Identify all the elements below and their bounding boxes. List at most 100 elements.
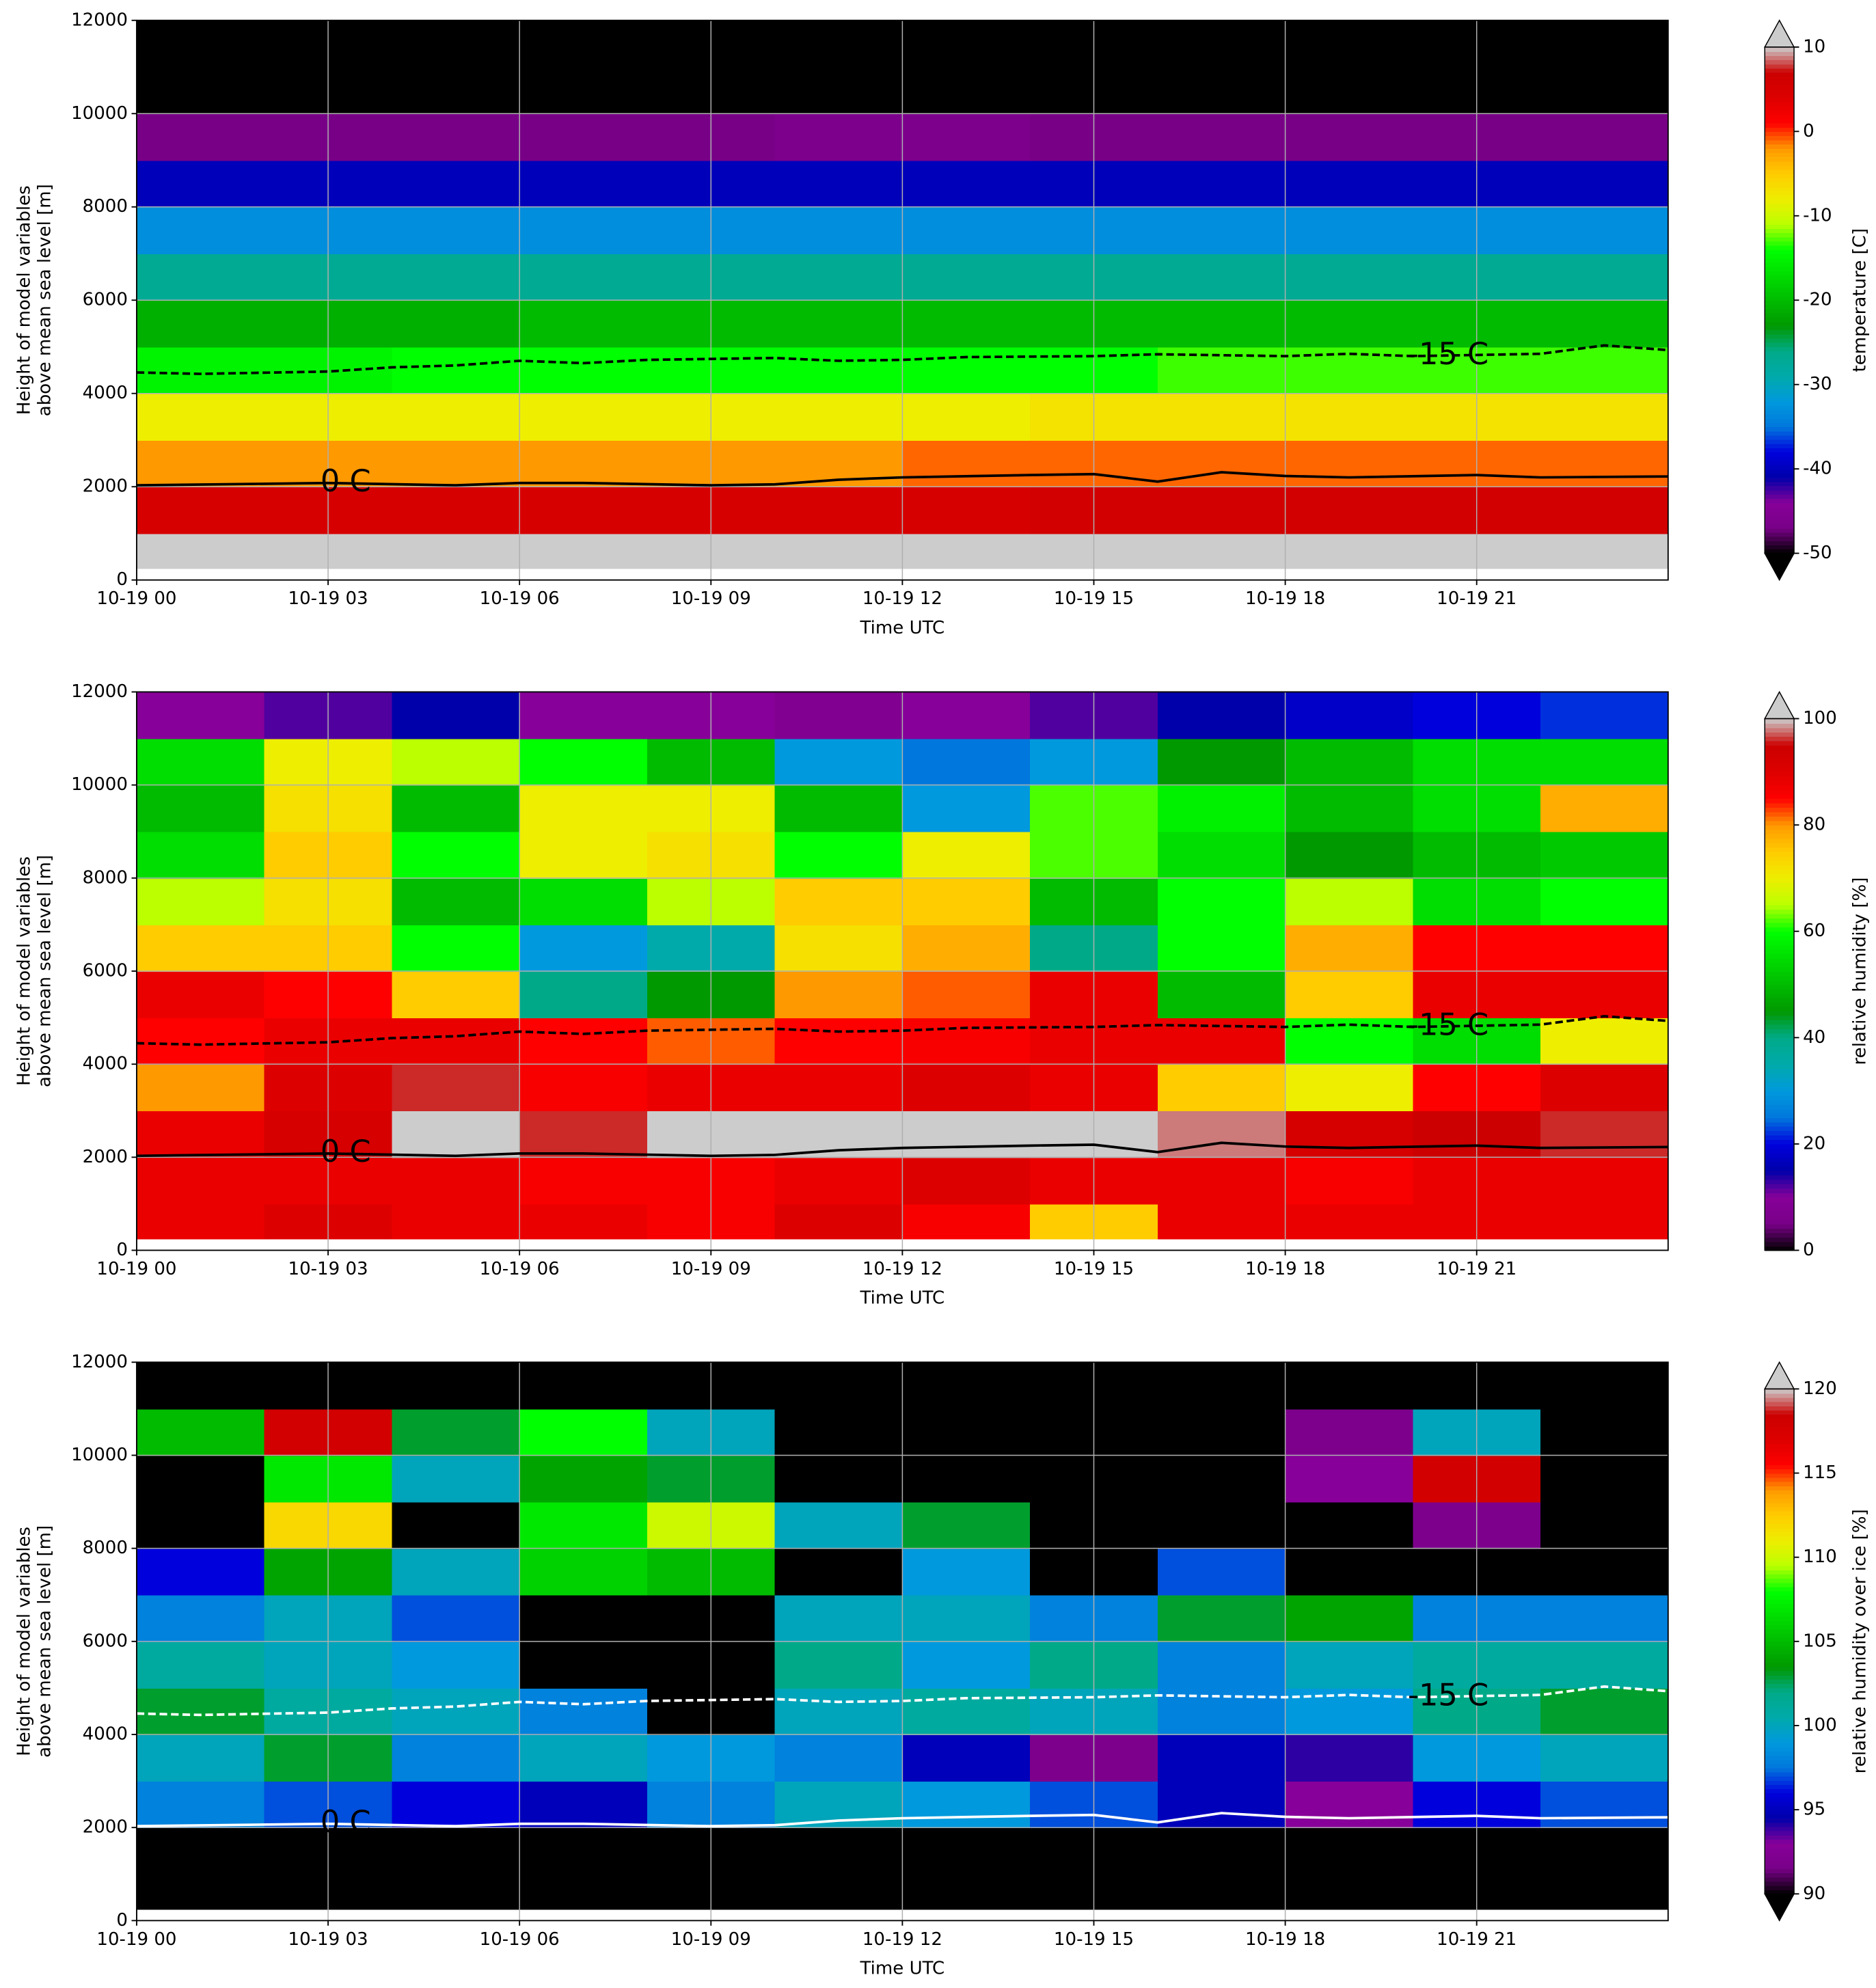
- colorbar-swatch: [1765, 72, 1795, 77]
- x-tick-label: 10-19 21: [1437, 588, 1517, 609]
- colorbar-swatch: [1765, 473, 1795, 478]
- colorbar-swatch: [1765, 532, 1795, 537]
- heatmap-cell: [1157, 1781, 1286, 1829]
- colorbar-swatch: [1765, 519, 1795, 525]
- colorbar-swatch: [1765, 139, 1795, 145]
- contour-label: 0 C: [321, 463, 371, 499]
- heatmap-cell: [136, 1501, 265, 1549]
- colorbar-swatch: [1765, 490, 1795, 495]
- y-tick-label: 4000: [83, 1724, 128, 1745]
- heatmap-cell: [902, 1594, 1031, 1642]
- heatmap-cell: [1285, 1734, 1414, 1782]
- colorbar-swatch: [1765, 1616, 1795, 1621]
- heatmap-cell: [1157, 1548, 1286, 1596]
- colorbar-swatch: [1765, 1148, 1795, 1154]
- heatmap-cell: [136, 1455, 265, 1503]
- heatmap-cell: [774, 877, 903, 925]
- heatmap-cell: [774, 393, 903, 441]
- heatmap-cell: [392, 1641, 521, 1689]
- heatmap-cell: [136, 487, 265, 534]
- colorbar-swatch: [1765, 1523, 1795, 1529]
- colorbar-swatch: [1765, 211, 1795, 217]
- heatmap-cell: [136, 253, 265, 301]
- heatmap-cell: [392, 20, 521, 68]
- x-tick-label: 10-19 21: [1437, 1259, 1517, 1279]
- colorbar-swatch: [1765, 224, 1795, 230]
- colorbar-swatch: [1765, 1113, 1795, 1118]
- heatmap-cell: [1540, 1157, 1669, 1205]
- heatmap-cell: [774, 785, 903, 832]
- colorbar-swatch: [1765, 541, 1795, 546]
- colorbar-swatch: [1765, 64, 1795, 69]
- y-axis-label: above mean sea level [m]: [34, 855, 55, 1087]
- colorbar-label: relative humidity [%]: [1849, 877, 1870, 1065]
- colorbar-swatch: [1765, 1742, 1795, 1747]
- colorbar-swatch: [1765, 1055, 1795, 1061]
- heatmap-cell: [1285, 160, 1414, 208]
- heatmap-cell: [1157, 1408, 1286, 1456]
- heatmap-cell: [1540, 487, 1669, 534]
- colorbar-swatch: [1765, 1683, 1795, 1689]
- colorbar-tick-label: 0: [1803, 1240, 1814, 1260]
- colorbar-swatch: [1765, 1721, 1795, 1726]
- x-tick-label: 10-19 06: [480, 1259, 560, 1279]
- colorbar-swatch: [1765, 727, 1795, 733]
- colorbar-swatch: [1765, 1734, 1795, 1739]
- colorbar-swatch: [1765, 1020, 1795, 1025]
- heatmap-cell: [1285, 393, 1414, 441]
- heatmap-cell: [774, 738, 903, 786]
- colorbar-swatch: [1765, 1885, 1795, 1890]
- colorbar-swatch: [1765, 1700, 1795, 1705]
- colorbar-tick-label: -10: [1803, 205, 1832, 226]
- heatmap-cell: [1285, 487, 1414, 534]
- colorbar-swatch: [1765, 359, 1795, 364]
- colorbar-swatch: [1765, 228, 1795, 234]
- x-tick-label: 10-19 03: [288, 1259, 368, 1279]
- colorbar-swatch: [1765, 993, 1795, 998]
- colorbar-swatch: [1765, 1397, 1795, 1402]
- heatmap-cell: [392, 1362, 521, 1410]
- colorbar-swatch: [1765, 1456, 1795, 1461]
- heatmap-cell: [392, 1501, 521, 1549]
- colorbar-swatch: [1765, 1658, 1795, 1663]
- colorbar-swatch: [1765, 266, 1795, 271]
- colorbar-swatch: [1765, 736, 1795, 741]
- plot-frame: [136, 1361, 1669, 1922]
- colorbar-swatch: [1765, 1082, 1795, 1087]
- colorbar-swatch: [1765, 1068, 1795, 1074]
- x-tick-label: 10-19 00: [96, 1929, 176, 1950]
- heatmap-cell: [774, 1455, 903, 1503]
- heatmap-cell: [1285, 1827, 1414, 1875]
- heatmap-cell: [392, 487, 521, 534]
- colorbar-swatch: [1765, 1184, 1795, 1189]
- colorbar-swatch: [1765, 1033, 1795, 1039]
- colorbar-swatch: [1765, 1666, 1795, 1672]
- heatmap-cell: [774, 1594, 903, 1642]
- heatmap-cell: [1285, 1408, 1414, 1456]
- colorbar-swatch: [1765, 372, 1795, 377]
- y-tick-label: 0: [116, 1240, 128, 1260]
- colorbar-swatch: [1765, 966, 1795, 972]
- colorbar-swatch: [1765, 279, 1795, 284]
- colorbar-swatch: [1765, 989, 1795, 994]
- heatmap-cell: [392, 67, 521, 115]
- heatmap-cell: [136, 67, 265, 115]
- colorbar-swatch: [1765, 1246, 1795, 1251]
- heatmap-cell: [1157, 253, 1286, 301]
- contour-line: [136, 1015, 1668, 1046]
- x-tick-label: 10-19 12: [862, 1929, 942, 1950]
- heatmap-cell: [392, 1157, 521, 1205]
- y-tick-label: 8000: [83, 867, 128, 888]
- colorbar-swatch: [1765, 342, 1795, 347]
- colorbar-swatch: [1765, 852, 1795, 857]
- colorbar-swatch: [1765, 877, 1795, 884]
- colorbar-swatch: [1765, 785, 1795, 791]
- colorbar-swatch: [1765, 789, 1795, 795]
- heatmap-cell: [1157, 831, 1286, 879]
- colorbar-swatch: [1765, 215, 1795, 221]
- colorbar-swatch: [1765, 321, 1795, 327]
- colorbar-swatch: [1765, 1443, 1795, 1449]
- y-tick-label: 2000: [83, 476, 128, 497]
- y-tick-label: 4000: [83, 383, 128, 403]
- colorbar-swatch: [1765, 1104, 1795, 1109]
